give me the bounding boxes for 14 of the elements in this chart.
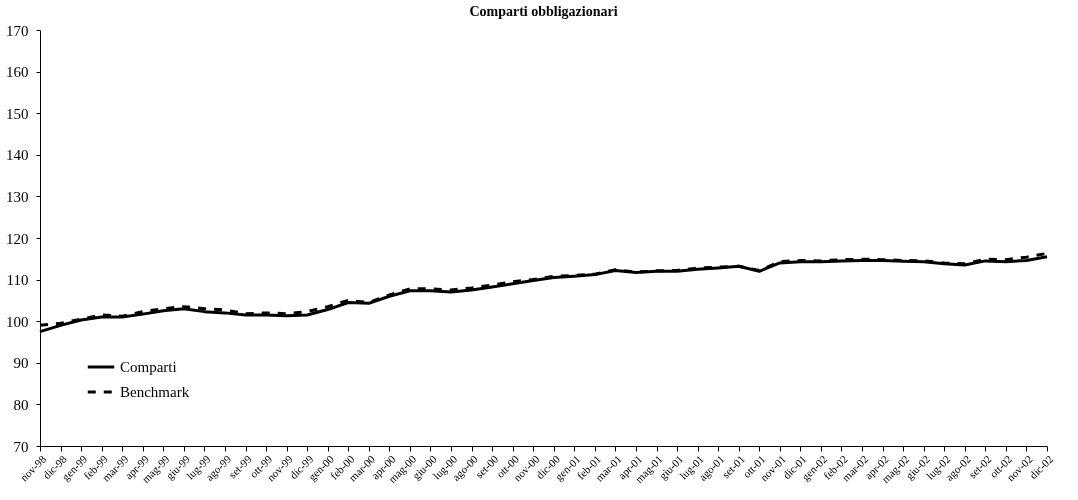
y-tick-label: 80 [13, 396, 29, 413]
y-tick-label: 140 [6, 147, 29, 164]
chart-title: Comparti obbligazionari [469, 4, 618, 19]
y-tick-label: 110 [6, 272, 29, 289]
y-tick-label: 150 [6, 105, 29, 122]
y-tick-label: 100 [6, 313, 29, 330]
legend-label: Comparti [120, 359, 177, 375]
y-tick-label: 130 [6, 188, 29, 205]
y-tick-label: 120 [6, 230, 29, 247]
y-tick-label: 170 [6, 22, 29, 39]
y-tick-label: 160 [6, 64, 29, 81]
legend-label: Benchmark [120, 384, 190, 400]
y-tick-label: 90 [13, 355, 29, 372]
y-tick-label: 70 [13, 438, 29, 455]
